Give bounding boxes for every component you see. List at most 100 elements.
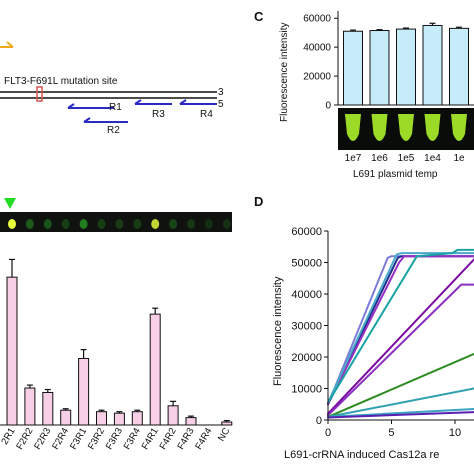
panel-d-series-line <box>327 255 474 406</box>
panel-b-bar <box>185 417 197 426</box>
panel-b-tube-glow <box>25 219 34 229</box>
panel-c-bar <box>369 30 390 106</box>
panel-c-bar <box>396 28 416 106</box>
panel-b-tube-glow <box>115 219 124 229</box>
panel-d: D Fluorescence intensity 0 10000 20000 3000… <box>254 194 474 461</box>
reverse-primer-r4 <box>179 99 217 105</box>
panel-b-tube-glow <box>43 219 52 229</box>
panel-c-tube-glow <box>345 114 361 141</box>
panel-d-series-line <box>327 252 474 404</box>
panel-c-bar <box>422 24 443 106</box>
panel-b-tube-glow <box>222 219 231 229</box>
primer-label-r4: R4 <box>200 109 213 120</box>
panel-b-bar <box>131 411 143 426</box>
panel-b-tick-label: F2R2 <box>14 426 35 452</box>
reverse-primer-r3 <box>134 99 172 105</box>
strand-end-label-bottom: 5 <box>218 99 224 110</box>
panel-b-tick-label: F3R4 <box>122 426 143 452</box>
panel-d-series-line <box>327 255 474 406</box>
panel-b-bar <box>113 412 125 426</box>
panel-b-tick-label: F4R1 <box>140 426 161 452</box>
panel-d-lines <box>327 248 474 419</box>
panel-b-tube-glow <box>97 219 106 229</box>
panel-b-tick-label: NC <box>216 426 232 444</box>
panel-d-y-tick-label: 10000 <box>291 384 322 396</box>
panel-c-tick-label: 1e4 <box>424 153 441 164</box>
panel-c-bar <box>449 27 469 106</box>
panel-d-x-tick-label: 0 <box>325 427 331 439</box>
panel-c-tick-label: 1e5 <box>398 153 415 164</box>
panel-d-series-line <box>327 255 474 406</box>
panel-d-y-tick-label: 30000 <box>291 321 322 333</box>
panel-c-y-ticks: 0 20000 40000 60000 <box>303 14 338 112</box>
panel-b-bars <box>6 258 233 426</box>
panel-b-tube-glow <box>151 219 160 229</box>
panel-b-tick-label: F4R2 <box>158 426 179 452</box>
mutation-site-box <box>36 86 43 102</box>
panel-c-tube-glow <box>398 114 414 141</box>
panel-b-tube-strip <box>0 212 232 232</box>
panel-b-bar <box>6 276 18 426</box>
primer-label-r2: R2 <box>107 125 120 136</box>
panel-c-bar <box>343 30 363 106</box>
panel-b-tube-glow <box>79 219 88 229</box>
panel-c-tick-label: 1e6 <box>371 153 388 164</box>
mutation-site-label: FLT3-F691L mutation site <box>4 76 118 87</box>
panel-d-y-tick-label: 60000 <box>291 226 322 238</box>
panel-c-x-axis-label: L691 plasmid temp <box>353 169 438 180</box>
panel-d-series-line <box>327 248 474 404</box>
reverse-primer-r1 <box>67 103 114 109</box>
panel-b-tick-labels: 2R1F2R2F2R3F2R4F3R1F3R2F3R3F3R4F4R1F4R2F… <box>0 426 232 452</box>
primer-label-r3: R3 <box>152 109 165 120</box>
panel-c-tick-label: 1e <box>453 153 465 164</box>
panel-b-tube-glow <box>61 219 70 229</box>
panel-b-tick-label: F4R3 <box>175 426 196 452</box>
panel-c-tube-glow <box>371 114 388 141</box>
panel-d-series-line <box>327 258 474 415</box>
panel-d-series-line <box>327 408 474 418</box>
panel-b-tube-glow <box>8 219 16 229</box>
panel-c-y-tick-label: 40000 <box>303 43 331 54</box>
panel-c-y-tick-label: 20000 <box>303 72 331 83</box>
panel-label-d: D <box>254 194 263 209</box>
panel-b-tick-label: F2R4 <box>50 426 71 452</box>
panel-c-tube-glow <box>424 114 441 141</box>
panel-d-x-tick-label: 10 <box>449 427 461 439</box>
panel-c-tube-glows <box>345 114 467 141</box>
panel-c-tube-glow <box>451 114 467 141</box>
panel-c-y-axis-label: Fluorescence intensity <box>279 23 290 123</box>
panel-d-y-axis-label: Fluorescence intensity <box>272 276 284 386</box>
panel-b-tube-glow <box>169 219 178 229</box>
panel-c-bars <box>343 22 469 106</box>
panel-b-bar <box>24 387 36 426</box>
panel-d-series-line <box>327 411 474 419</box>
highlight-arrow-icon <box>4 198 16 209</box>
forward-primer-arrow-head <box>6 41 14 48</box>
panel-b-tube-glow <box>133 219 142 229</box>
panel-d-x-ticks: 0 5 10 <box>325 420 461 439</box>
panel-d-series-line <box>327 387 474 418</box>
panel-b-bar <box>167 405 179 426</box>
panel-d-series-line <box>327 352 474 418</box>
panel-b-bar <box>60 409 72 426</box>
panel-d-x-tick-label: 5 <box>388 427 394 439</box>
primer-label-r1: R1 <box>109 102 122 113</box>
panel-d-y-tick-label: 40000 <box>291 289 322 301</box>
panel-b-tube-glow <box>187 219 195 229</box>
panel-d-y-tick-label: 0 <box>316 415 322 427</box>
panel-c-y-tick-label: 0 <box>325 101 331 112</box>
panel-c-tick-labels: 1e7 1e6 1e5 1e4 1e <box>345 153 465 164</box>
panel-a-primer-map: FLT3-F691L mutation site 3 5 R1 R2 R3 R4 <box>0 41 224 136</box>
panel-b-tick-label: F4R4 <box>193 426 214 452</box>
panel-d-x-axis-label: L691-crRNA induced Cas12a re <box>284 449 439 461</box>
panel-b-bar <box>42 391 54 426</box>
panel-c-tick-label: 1e7 <box>345 153 362 164</box>
panel-d-series-line <box>327 283 474 417</box>
panel-c-y-tick-label: 60000 <box>303 14 331 25</box>
panel-b-bar <box>149 313 161 426</box>
panel-b: 2R1F2R2F2R3F2R4F3R1F3R2F3R3F3R4F4R1F4R2F… <box>0 198 232 452</box>
reverse-primer-r2 <box>83 117 128 123</box>
panel-d-y-ticks: 0 10000 20000 30000 40000 50000 60000 <box>291 226 328 427</box>
panel-c: C Fluorescence intensity 0 20000 40000 6000… <box>254 9 474 180</box>
